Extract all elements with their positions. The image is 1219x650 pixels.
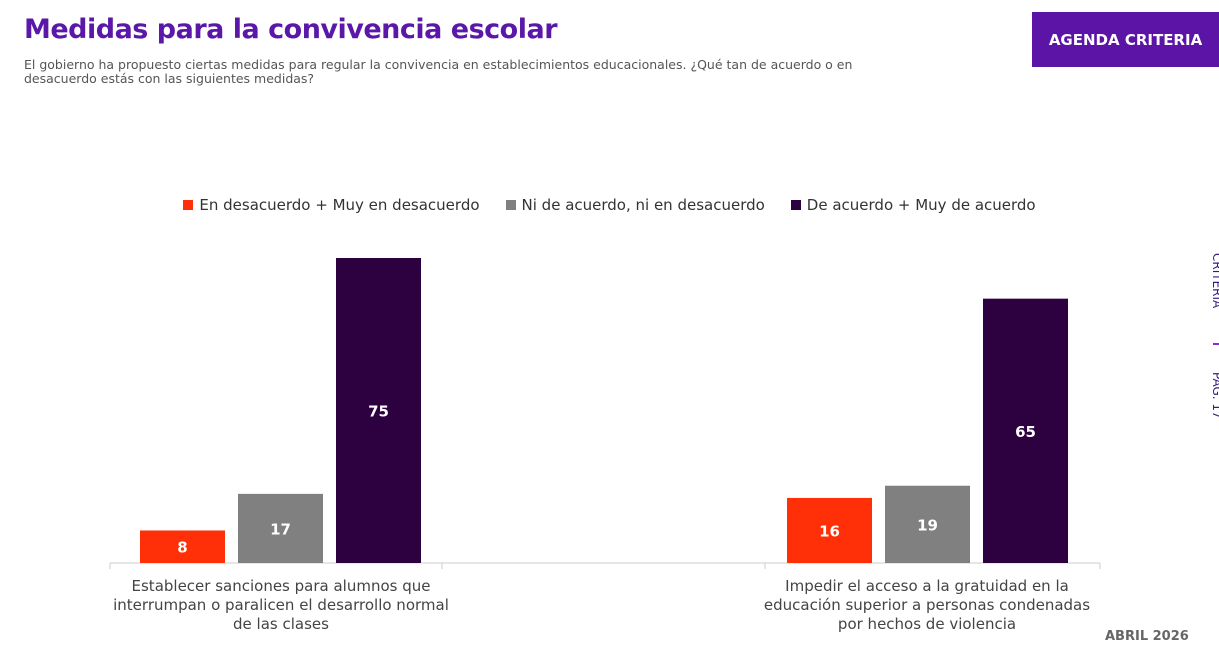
legend-swatch [505,200,516,210]
legend-item: De acuerdo + Muy de acuerdo [790,196,1036,214]
chart-legend: En desacuerdo + Muy en desacuerdo Ni de … [0,196,1219,214]
legend-label: De acuerdo + Muy de acuerdo [806,196,1036,214]
bar [238,493,323,563]
bar [140,530,225,563]
data-label: 8 [177,539,187,557]
side-brand-label: CRITERIA [1210,253,1219,309]
bar [983,298,1068,563]
side-divider [1213,343,1219,345]
data-label: 16 [819,522,840,540]
category-label: Impedir el acceso a la gratuidad en la e… [763,577,1091,633]
page-subtitle: El gobierno ha propuesto ciertas medidas… [24,57,853,86]
legend-label: Ni de acuerdo, ni en desacuerdo [521,196,765,214]
data-label: 75 [368,403,389,421]
report-date: ABRIL 2026 [1105,629,1189,644]
legend-swatch [790,200,801,210]
category-label: Establecer sanciones para alumnos que in… [113,577,449,633]
data-label: 65 [1015,423,1036,441]
legend-label: En desacuerdo + Muy en desacuerdo [199,196,480,214]
data-label: 17 [270,520,291,538]
data-label: 19 [917,516,938,534]
legend-swatch [183,200,194,210]
bar [336,258,421,563]
bar [885,485,970,563]
legend-item: Ni de acuerdo, ni en desacuerdo [505,196,765,214]
page-title: Medidas para la convivencia escolar [24,14,558,45]
bar [787,497,872,563]
side-page-label: PÁG. 17 [1210,372,1219,419]
brand-badge: AGENDA CRITERIA [1032,12,1219,67]
legend-item: En desacuerdo + Muy en desacuerdo [183,196,480,214]
